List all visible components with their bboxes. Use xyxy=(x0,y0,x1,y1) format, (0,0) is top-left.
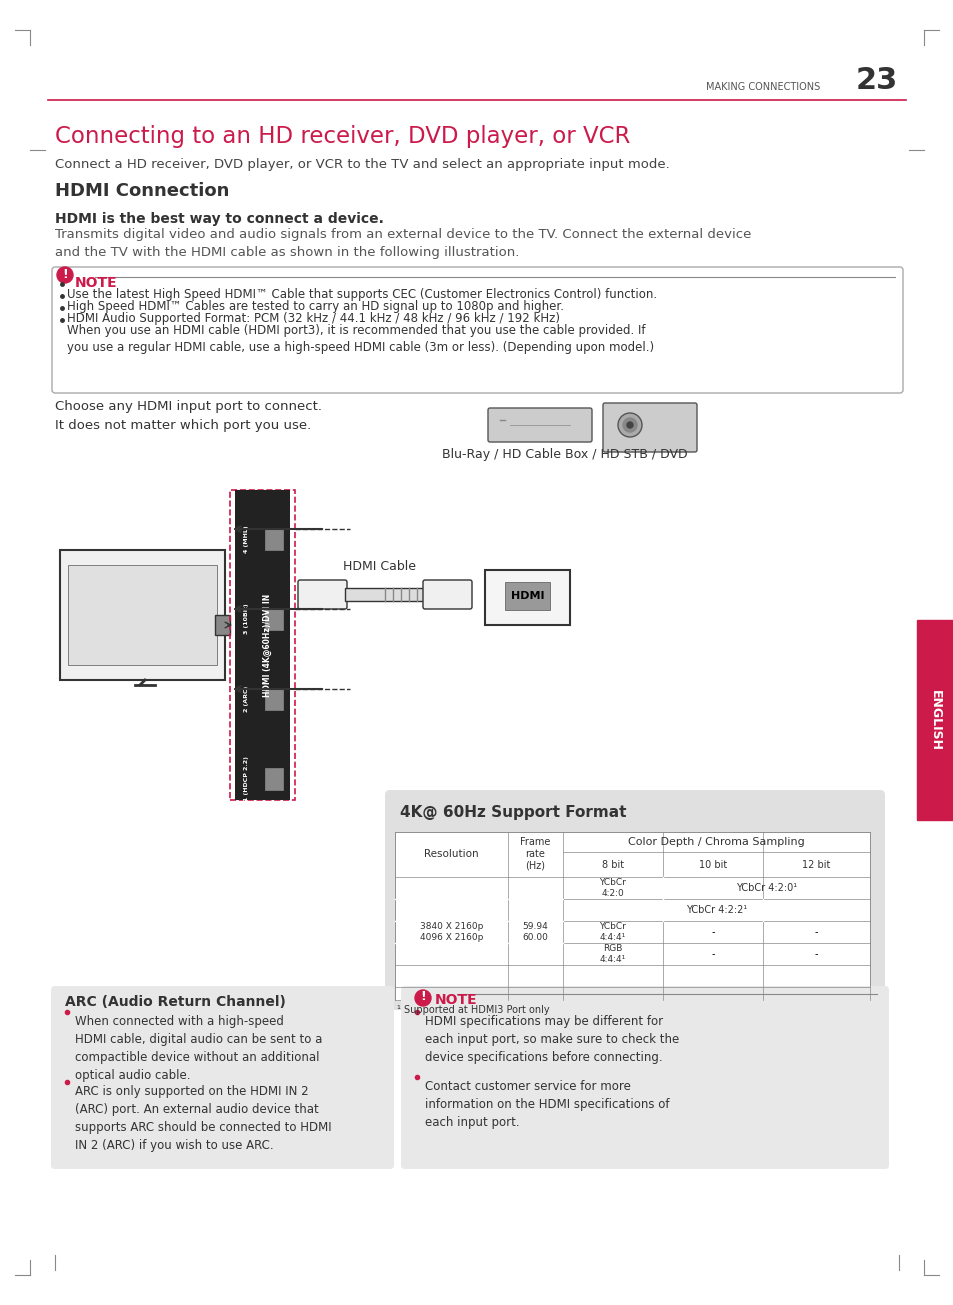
Circle shape xyxy=(415,990,431,1006)
Text: !: ! xyxy=(419,990,425,1004)
Text: -: - xyxy=(814,927,818,937)
Circle shape xyxy=(57,268,73,283)
Text: 8 bit: 8 bit xyxy=(601,860,623,870)
Text: HDMI is the best way to connect a device.: HDMI is the best way to connect a device… xyxy=(55,211,383,226)
Text: 10 bit: 10 bit xyxy=(699,860,726,870)
Text: -: - xyxy=(711,949,714,959)
FancyBboxPatch shape xyxy=(51,987,394,1169)
Text: ENGLISH: ENGLISH xyxy=(927,689,941,750)
Bar xyxy=(68,565,216,666)
Text: 4K@ 60Hz Support Format: 4K@ 60Hz Support Format xyxy=(399,805,626,820)
Text: Use the latest High Speed HDMI™ Cable that supports CEC (Customer Electronics Co: Use the latest High Speed HDMI™ Cable th… xyxy=(67,288,657,301)
FancyBboxPatch shape xyxy=(297,579,347,609)
Bar xyxy=(265,529,283,549)
Text: 4 (MHL): 4 (MHL) xyxy=(244,525,250,553)
FancyBboxPatch shape xyxy=(385,790,884,1010)
FancyBboxPatch shape xyxy=(422,579,472,609)
FancyBboxPatch shape xyxy=(52,268,902,393)
Text: When you use an HDMI cable (HDMI port3), it is recommended that you use the cabl: When you use an HDMI cable (HDMI port3),… xyxy=(67,324,654,354)
Text: 3840 X 2160p
4096 X 2160p: 3840 X 2160p 4096 X 2160p xyxy=(419,923,482,942)
Bar xyxy=(60,549,225,680)
Bar xyxy=(265,688,283,710)
Bar xyxy=(265,769,283,790)
Bar xyxy=(395,833,869,1000)
Text: YCbCr 4:2:0¹: YCbCr 4:2:0¹ xyxy=(735,883,796,893)
Text: -: - xyxy=(711,927,714,937)
Bar xyxy=(214,615,230,636)
Text: HDMI Cable: HDMI Cable xyxy=(343,560,416,573)
Text: HDMI (4K@60Hz)/DVI IN: HDMI (4K@60Hz)/DVI IN xyxy=(262,594,272,697)
Text: YCbCr
4:4:4¹: YCbCr 4:4:4¹ xyxy=(598,923,626,942)
Text: 3 (10Bit): 3 (10Bit) xyxy=(244,604,250,634)
Text: Connect a HD receiver, DVD player, or VCR to the TV and select an appropriate in: Connect a HD receiver, DVD player, or VC… xyxy=(55,158,669,171)
Bar xyxy=(234,489,290,800)
Text: -: - xyxy=(814,949,818,959)
Text: !: ! xyxy=(62,268,68,281)
Circle shape xyxy=(626,422,633,428)
Text: HDMI specifications may be different for
each input port, so make sure to check : HDMI specifications may be different for… xyxy=(424,1015,679,1064)
Text: HDMI Connection: HDMI Connection xyxy=(55,181,229,200)
Circle shape xyxy=(618,412,641,437)
Text: 1 (HDCP 2.2): 1 (HDCP 2.2) xyxy=(244,757,250,801)
Text: Resolution: Resolution xyxy=(424,850,478,859)
FancyBboxPatch shape xyxy=(488,408,592,442)
Text: YCbCr 4:2:2¹: YCbCr 4:2:2¹ xyxy=(685,904,746,915)
Text: MAKING CONNECTIONS: MAKING CONNECTIONS xyxy=(705,82,820,91)
Text: Choose any HDMI input port to connect.
It does not matter which port you use.: Choose any HDMI input port to connect. I… xyxy=(55,401,322,432)
Text: When connected with a high-speed
HDMI cable, digital audio can be sent to a
comp: When connected with a high-speed HDMI ca… xyxy=(75,1015,322,1082)
Text: ARC (Audio Return Channel): ARC (Audio Return Channel) xyxy=(65,994,286,1009)
Text: Transmits digital video and audio signals from an external device to the TV. Con: Transmits digital video and audio signal… xyxy=(55,228,751,258)
Text: NOTE: NOTE xyxy=(75,275,117,290)
Bar xyxy=(230,489,294,800)
Text: ARC is only supported on the HDMI IN 2
(ARC) port. An external audio device that: ARC is only supported on the HDMI IN 2 (… xyxy=(75,1084,332,1152)
Text: 12 bit: 12 bit xyxy=(801,860,830,870)
Text: ¹ Supported at HDMI3 Port only: ¹ Supported at HDMI3 Port only xyxy=(396,1005,549,1015)
Text: Contact customer service for more
information on the HDMI specifications of
each: Contact customer service for more inform… xyxy=(424,1081,669,1129)
Bar xyxy=(504,582,550,609)
Text: YCbCr
4:2:0: YCbCr 4:2:0 xyxy=(598,878,626,898)
Text: Frame
rate
(Hz): Frame rate (Hz) xyxy=(519,838,550,870)
Text: High Speed HDMI™ Cables are tested to carry an HD signal up to 1080p and higher.: High Speed HDMI™ Cables are tested to ca… xyxy=(67,300,563,313)
Text: Connecting to an HD receiver, DVD player, or VCR: Connecting to an HD receiver, DVD player… xyxy=(55,125,630,147)
Bar xyxy=(484,570,569,625)
Text: NOTE: NOTE xyxy=(435,993,477,1007)
Bar xyxy=(265,608,283,630)
Text: 59.94
60.00: 59.94 60.00 xyxy=(522,923,548,942)
Text: 23: 23 xyxy=(855,67,897,95)
Bar xyxy=(916,620,953,820)
Text: HDMI Audio Supported Format: PCM (32 kHz / 44.1 kHz / 48 kHz / 96 kHz / 192 kHz): HDMI Audio Supported Format: PCM (32 kHz… xyxy=(67,312,559,325)
Text: Blu-Ray / HD Cable Box / HD STB / DVD: Blu-Ray / HD Cable Box / HD STB / DVD xyxy=(442,448,687,461)
Text: 2 (ARC): 2 (ARC) xyxy=(244,686,250,713)
Text: HDMI: HDMI xyxy=(511,591,544,602)
FancyBboxPatch shape xyxy=(602,403,697,452)
Circle shape xyxy=(622,418,637,432)
Bar xyxy=(345,589,424,602)
Text: Color Depth / Chroma Sampling: Color Depth / Chroma Sampling xyxy=(627,837,804,847)
FancyBboxPatch shape xyxy=(400,987,888,1169)
Text: RGB
4:4:4¹: RGB 4:4:4¹ xyxy=(599,945,625,963)
